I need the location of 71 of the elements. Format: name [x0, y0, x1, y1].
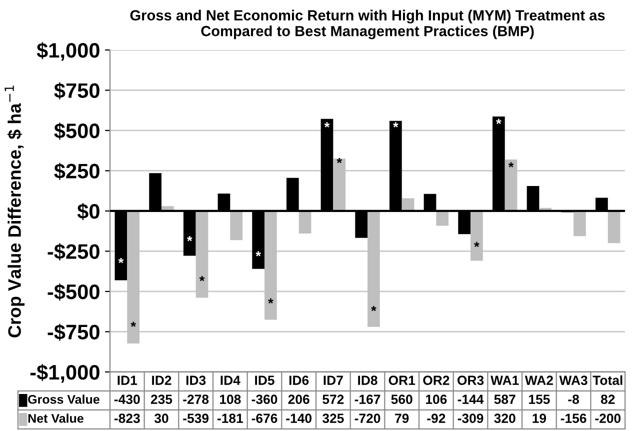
annotation: *: [496, 118, 502, 124]
y-tick-label: $1,000: [36, 42, 100, 61]
data-label: 108: [220, 394, 241, 404]
annotation: *: [508, 162, 514, 168]
data-label: 235: [150, 394, 172, 404]
data-label: 106: [426, 394, 447, 404]
data-label: -140: [286, 414, 312, 423]
x-tick-label: ID3: [186, 376, 206, 386]
data-label: -676: [252, 414, 278, 423]
x-tick-label: ID7: [324, 376, 343, 385]
x-tick-label: ID8: [358, 376, 378, 385]
annotation: *: [393, 122, 398, 128]
annotation: *: [336, 158, 342, 164]
annotation: *: [371, 306, 376, 312]
data-label: 587: [494, 394, 516, 404]
annotation: *: [186, 236, 192, 242]
x-tick-label: WA3: [559, 376, 588, 386]
x-tick-label: ID6: [289, 376, 309, 385]
y-tick-label: $500: [54, 122, 100, 140]
y-tick-label: $750: [54, 82, 100, 100]
data-label: 155: [529, 394, 550, 404]
annotation: *: [474, 242, 480, 248]
data-label: 30: [154, 414, 168, 424]
data-label: 320: [494, 414, 516, 424]
annotation: *: [324, 122, 330, 128]
data-label: -156: [560, 414, 586, 423]
y-tick-label: $0: [77, 203, 100, 220]
legend-label: Net Value: [28, 414, 84, 423]
x-tick-label: ID5: [255, 376, 274, 385]
data-label: -200: [595, 414, 621, 423]
annotation: *: [256, 251, 261, 256]
y-tick-label: $250: [54, 162, 100, 180]
data-label: 325: [322, 414, 344, 424]
chart-title: Gross and Net Economic Return with High Input (MYM) Treatment as Compared to Best Management Practices (BMP): [130, 10, 605, 40]
x-tick-label: OR3: [458, 376, 484, 386]
data-label: -92: [427, 414, 446, 423]
annotation: *: [118, 258, 124, 264]
annotation: *: [130, 322, 136, 327]
annotation: *: [199, 276, 205, 282]
y-tick-label: -$500: [48, 284, 100, 301]
x-tick-label: OR2: [423, 376, 450, 385]
data-label: 19: [532, 414, 546, 423]
legend-label: Gross Value: [28, 394, 100, 404]
data-label: -309: [458, 414, 484, 424]
data-label: 560: [391, 394, 412, 404]
y-tick-label: -$250: [48, 243, 100, 260]
x-tick-label: Total: [592, 375, 622, 385]
x-tick-label: WA1: [490, 376, 519, 385]
data-label: -539: [183, 414, 209, 424]
y-axis-title: Crop Value Difference, $ ha$^{−1}$: [4, 86, 25, 338]
data-label: -823: [114, 414, 140, 424]
x-tick-label: ID2: [152, 376, 172, 385]
y-tick-label: -$1,000: [30, 364, 100, 383]
data-label: 82: [600, 394, 615, 404]
annotation: *: [268, 298, 274, 304]
data-label: -8: [568, 394, 579, 404]
data-label: -720: [354, 414, 380, 423]
data-label: -360: [252, 394, 278, 404]
data-label: -430: [114, 394, 140, 404]
data-label: -181: [217, 414, 243, 423]
data-label: 572: [322, 394, 344, 404]
x-tick-label: ID1: [118, 376, 138, 385]
data-label: 206: [288, 394, 310, 404]
data-label: 79: [395, 414, 409, 423]
x-tick-label: WA2: [524, 376, 553, 385]
data-label: -278: [183, 394, 209, 404]
x-tick-label: ID4: [220, 376, 240, 385]
x-tick-label: OR1: [388, 376, 416, 385]
y-tick-label: -$750: [48, 324, 100, 341]
data-label: -144: [458, 394, 484, 404]
data-label: -167: [354, 394, 380, 404]
